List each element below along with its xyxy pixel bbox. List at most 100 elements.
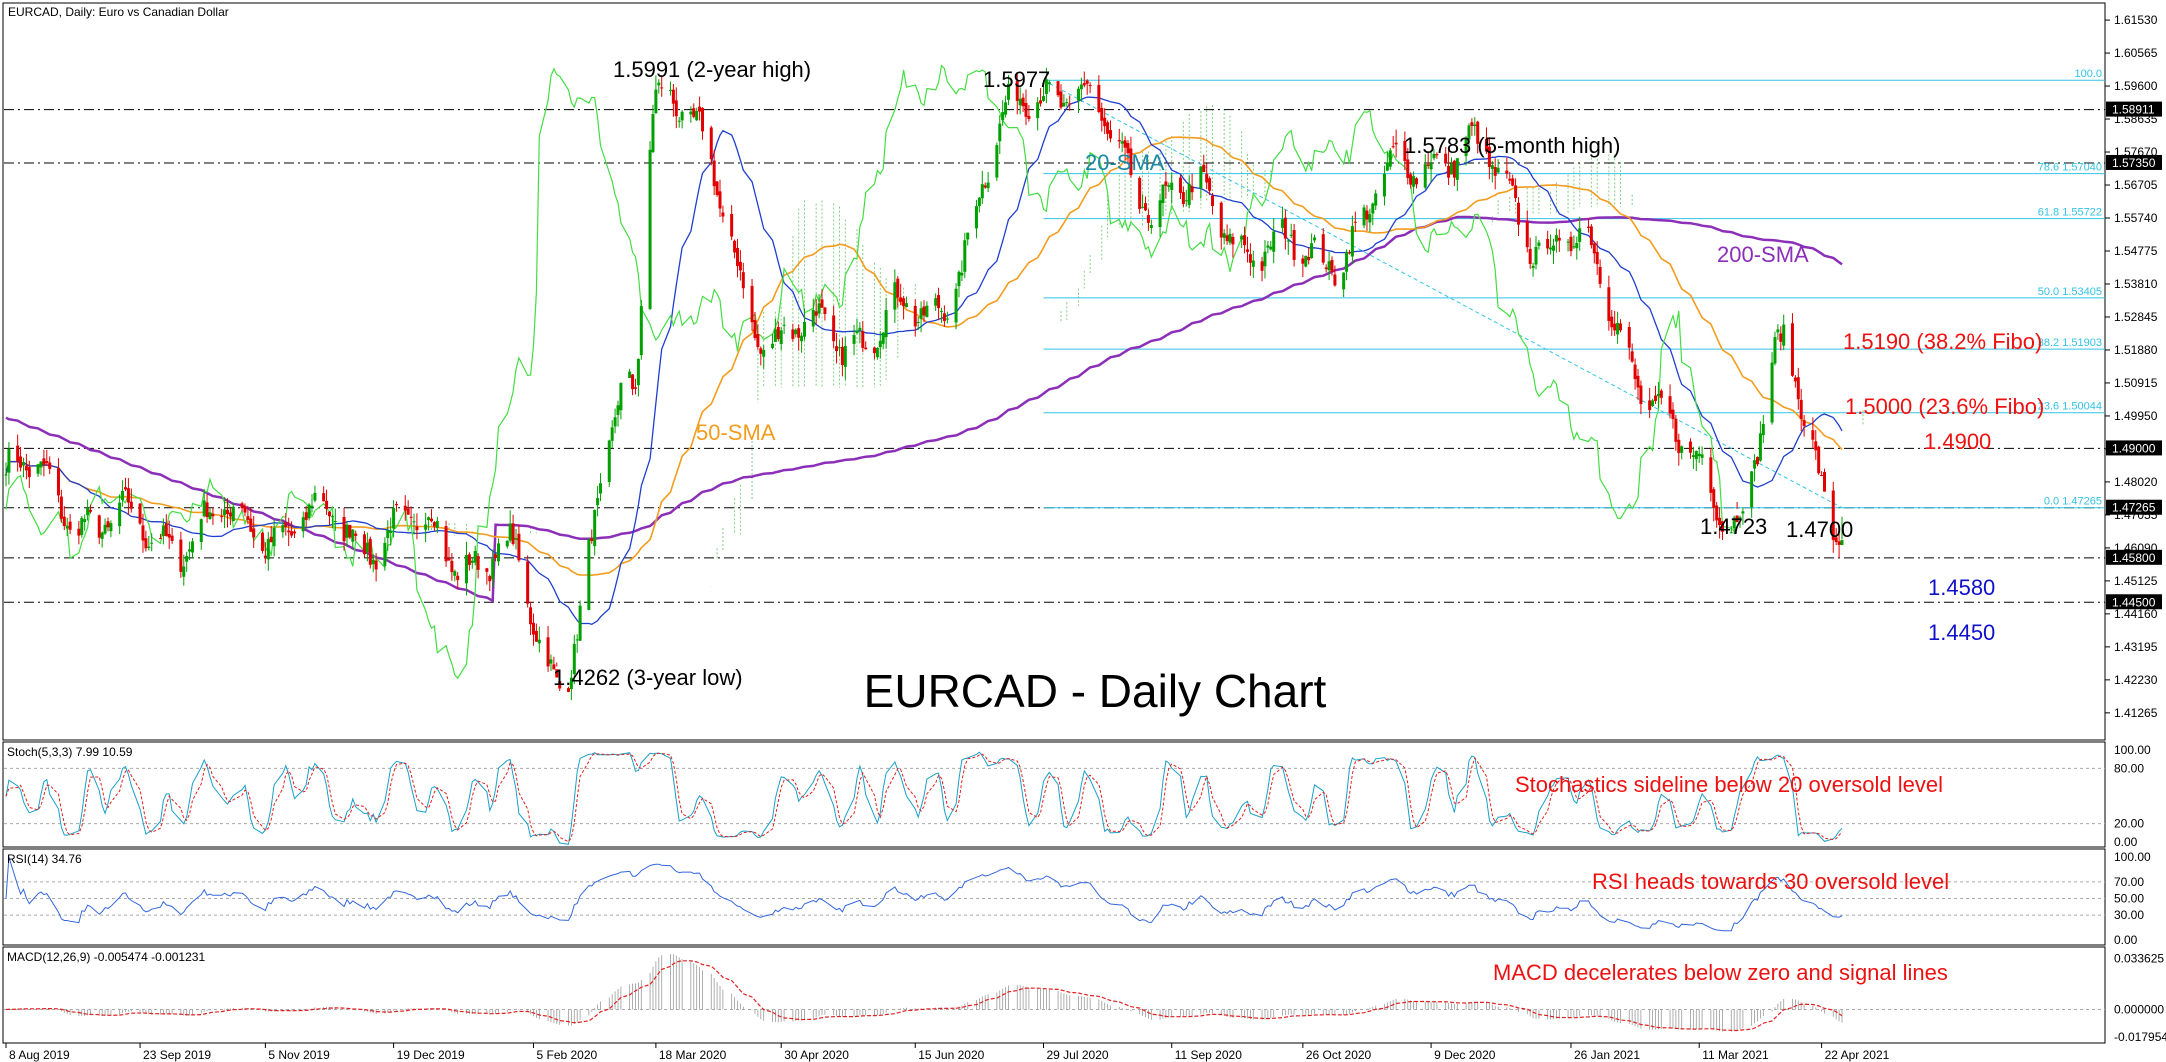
candle-body: [657, 82, 661, 86]
candle-body: [1097, 84, 1101, 112]
fib-label: 100.0: [2074, 68, 2102, 80]
candle-body: [1079, 84, 1083, 90]
candle-body: [599, 483, 603, 494]
candle-body: [549, 659, 553, 664]
candle-body: [406, 508, 410, 515]
rsi-line: [5, 856, 1843, 932]
stoch-tick-label: 100.00: [2114, 743, 2151, 757]
price-tick-label: 1.50915: [2114, 376, 2158, 390]
candle-body: [1447, 165, 1451, 178]
candle-body: [1202, 164, 1206, 173]
candle-body: [986, 182, 990, 189]
candle-body: [636, 358, 640, 386]
candle-body: [62, 516, 66, 526]
candle-body: [1394, 142, 1398, 145]
candle-body: [861, 331, 865, 348]
price-tick-label: 1.44160: [2114, 607, 2158, 621]
candle-body: [185, 556, 189, 562]
rsi-tick-label: 0.00: [2114, 933, 2138, 947]
candle-body: [1426, 164, 1430, 166]
candle-body: [310, 505, 314, 508]
candle-body: [1024, 102, 1028, 117]
annotation-two-year-high: 1.5991 (2-year high): [613, 57, 811, 82]
candle-body: [709, 127, 713, 160]
sma20-line: [5, 96, 1843, 625]
candle-body: [1082, 83, 1086, 86]
candle-body: [1403, 140, 1407, 161]
candle-body: [1280, 219, 1284, 228]
candle-body: [555, 669, 559, 678]
stoch-tick-label: 0.00: [2114, 835, 2138, 849]
candle-body: [610, 427, 614, 441]
candle-body: [188, 549, 192, 552]
candle-body: [1677, 439, 1681, 453]
indicator-lines: [4, 751, 2105, 1032]
candle-body: [569, 677, 573, 690]
candle-body: [1528, 248, 1532, 264]
candle-body: [1586, 226, 1590, 228]
candle-body: [779, 330, 783, 344]
candle-body: [776, 326, 780, 340]
candle-body: [1126, 142, 1130, 154]
candle-body: [1266, 245, 1270, 248]
macd-label: MACD(12,26,9) -0.005474 -0.001231: [7, 950, 205, 964]
candle-body: [1694, 451, 1698, 460]
rsi-tick-label: 100.00: [2114, 850, 2151, 864]
candle-body: [386, 530, 390, 539]
price-tick-label: 1.53810: [2114, 277, 2158, 291]
candle-body: [896, 278, 900, 298]
candle-body: [881, 332, 885, 344]
candle-body: [138, 503, 142, 524]
candle-body: [791, 329, 795, 339]
rsi-tick-label: 30.00: [2114, 908, 2144, 922]
candle-body: [1158, 200, 1162, 228]
candle-body: [304, 512, 308, 520]
candle-body: [937, 295, 941, 309]
candle-body: [1755, 457, 1759, 465]
annotation-low-apr: 1.4700: [1786, 517, 1853, 542]
candle-body: [365, 542, 369, 553]
candle-body: [794, 329, 798, 335]
price-level-tag-label: 1.57350: [2112, 156, 2156, 170]
candle-body: [362, 534, 366, 555]
candle-body: [1409, 174, 1413, 185]
candle-body: [671, 89, 675, 104]
candle-body: [231, 506, 235, 522]
candle-body: [211, 513, 215, 517]
candle-body: [1557, 237, 1561, 241]
candle-body: [919, 308, 923, 319]
candle-body: [21, 462, 25, 466]
candle-body: [537, 639, 541, 644]
candle-body: [1735, 515, 1739, 523]
candle-body: [1444, 153, 1448, 164]
candle-body: [596, 498, 600, 506]
candle-body: [260, 532, 264, 551]
candle-body: [701, 108, 705, 132]
candle-body: [651, 113, 655, 152]
candle-body: [1636, 375, 1640, 388]
candle-body: [1688, 441, 1692, 453]
candle-body: [1044, 79, 1048, 95]
candle-body: [750, 285, 754, 323]
label-level-1490: 1.4900: [1924, 429, 1991, 454]
candle-body: [80, 518, 84, 535]
candle-body: [1639, 385, 1643, 405]
candle-body: [1353, 221, 1357, 223]
macd-tick-label: -0.017954: [2114, 1030, 2166, 1044]
candle-body: [677, 120, 681, 122]
candle-body: [552, 664, 556, 670]
price-tick-label: 1.54775: [2114, 244, 2158, 258]
sma50-line: [5, 136, 1843, 577]
candle-body: [327, 511, 331, 517]
candle-body: [899, 297, 903, 302]
stoch-k-line: [5, 751, 1843, 845]
candle-body: [1141, 206, 1145, 208]
candle-body: [1085, 80, 1089, 84]
candle-body: [1391, 146, 1395, 148]
candle-body: [1181, 192, 1185, 204]
candle-body: [587, 539, 591, 610]
candle-body: [293, 531, 297, 534]
price-level-tag: [2106, 499, 2162, 515]
candle-body: [1117, 139, 1121, 142]
candle-body: [1776, 329, 1780, 333]
